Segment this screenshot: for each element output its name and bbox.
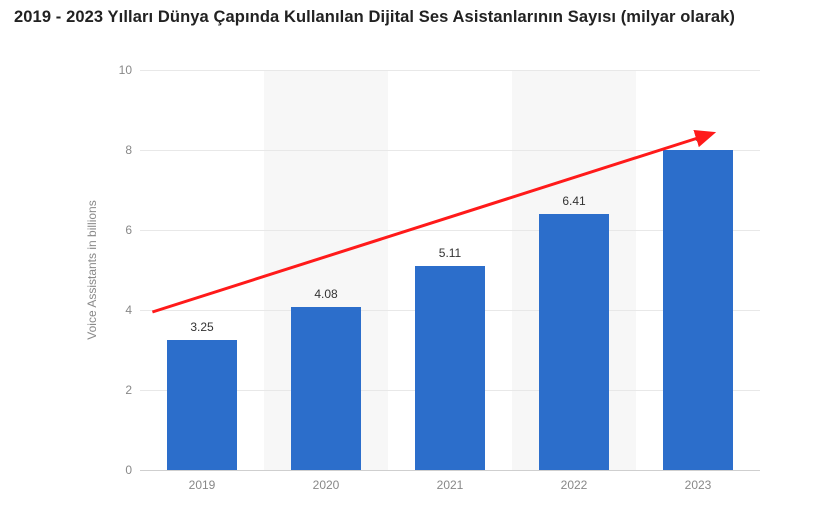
bar: [539, 214, 608, 470]
bar: [291, 307, 360, 470]
x-tick-label: 2020: [313, 470, 340, 492]
x-tick-label: 2021: [437, 470, 464, 492]
bar: [415, 266, 484, 470]
plot-area: Voice Assistants in billions 02468103.25…: [140, 70, 760, 470]
bar-value-label: 5.11: [439, 246, 461, 266]
bar-value-label: 3.25: [190, 320, 213, 340]
x-tick-label: 2022: [561, 470, 588, 492]
chart-title: 2019 - 2023 Yılları Dünya Çapında Kullan…: [14, 8, 735, 27]
y-tick-label: 2: [125, 383, 140, 397]
bar-value-label: 4.08: [314, 287, 337, 307]
y-tick-label: 6: [125, 223, 140, 237]
y-tick-label: 0: [125, 463, 140, 477]
bar-value-label: 6.41: [562, 194, 585, 214]
grid-line: [140, 70, 760, 71]
y-tick-label: 4: [125, 303, 140, 317]
y-tick-label: 8: [125, 143, 140, 157]
chart-area: Voice Assistants in billions 02468103.25…: [120, 60, 780, 510]
bar-value-label: 8: [695, 130, 702, 150]
y-tick-label: 10: [119, 63, 140, 77]
bar: [663, 150, 732, 470]
chart-container: 2019 - 2023 Yılları Dünya Çapında Kullan…: [0, 0, 818, 525]
bar: [167, 340, 236, 470]
x-tick-label: 2023: [685, 470, 712, 492]
x-tick-label: 2019: [189, 470, 216, 492]
y-axis-label: Voice Assistants in billions: [85, 200, 99, 339]
